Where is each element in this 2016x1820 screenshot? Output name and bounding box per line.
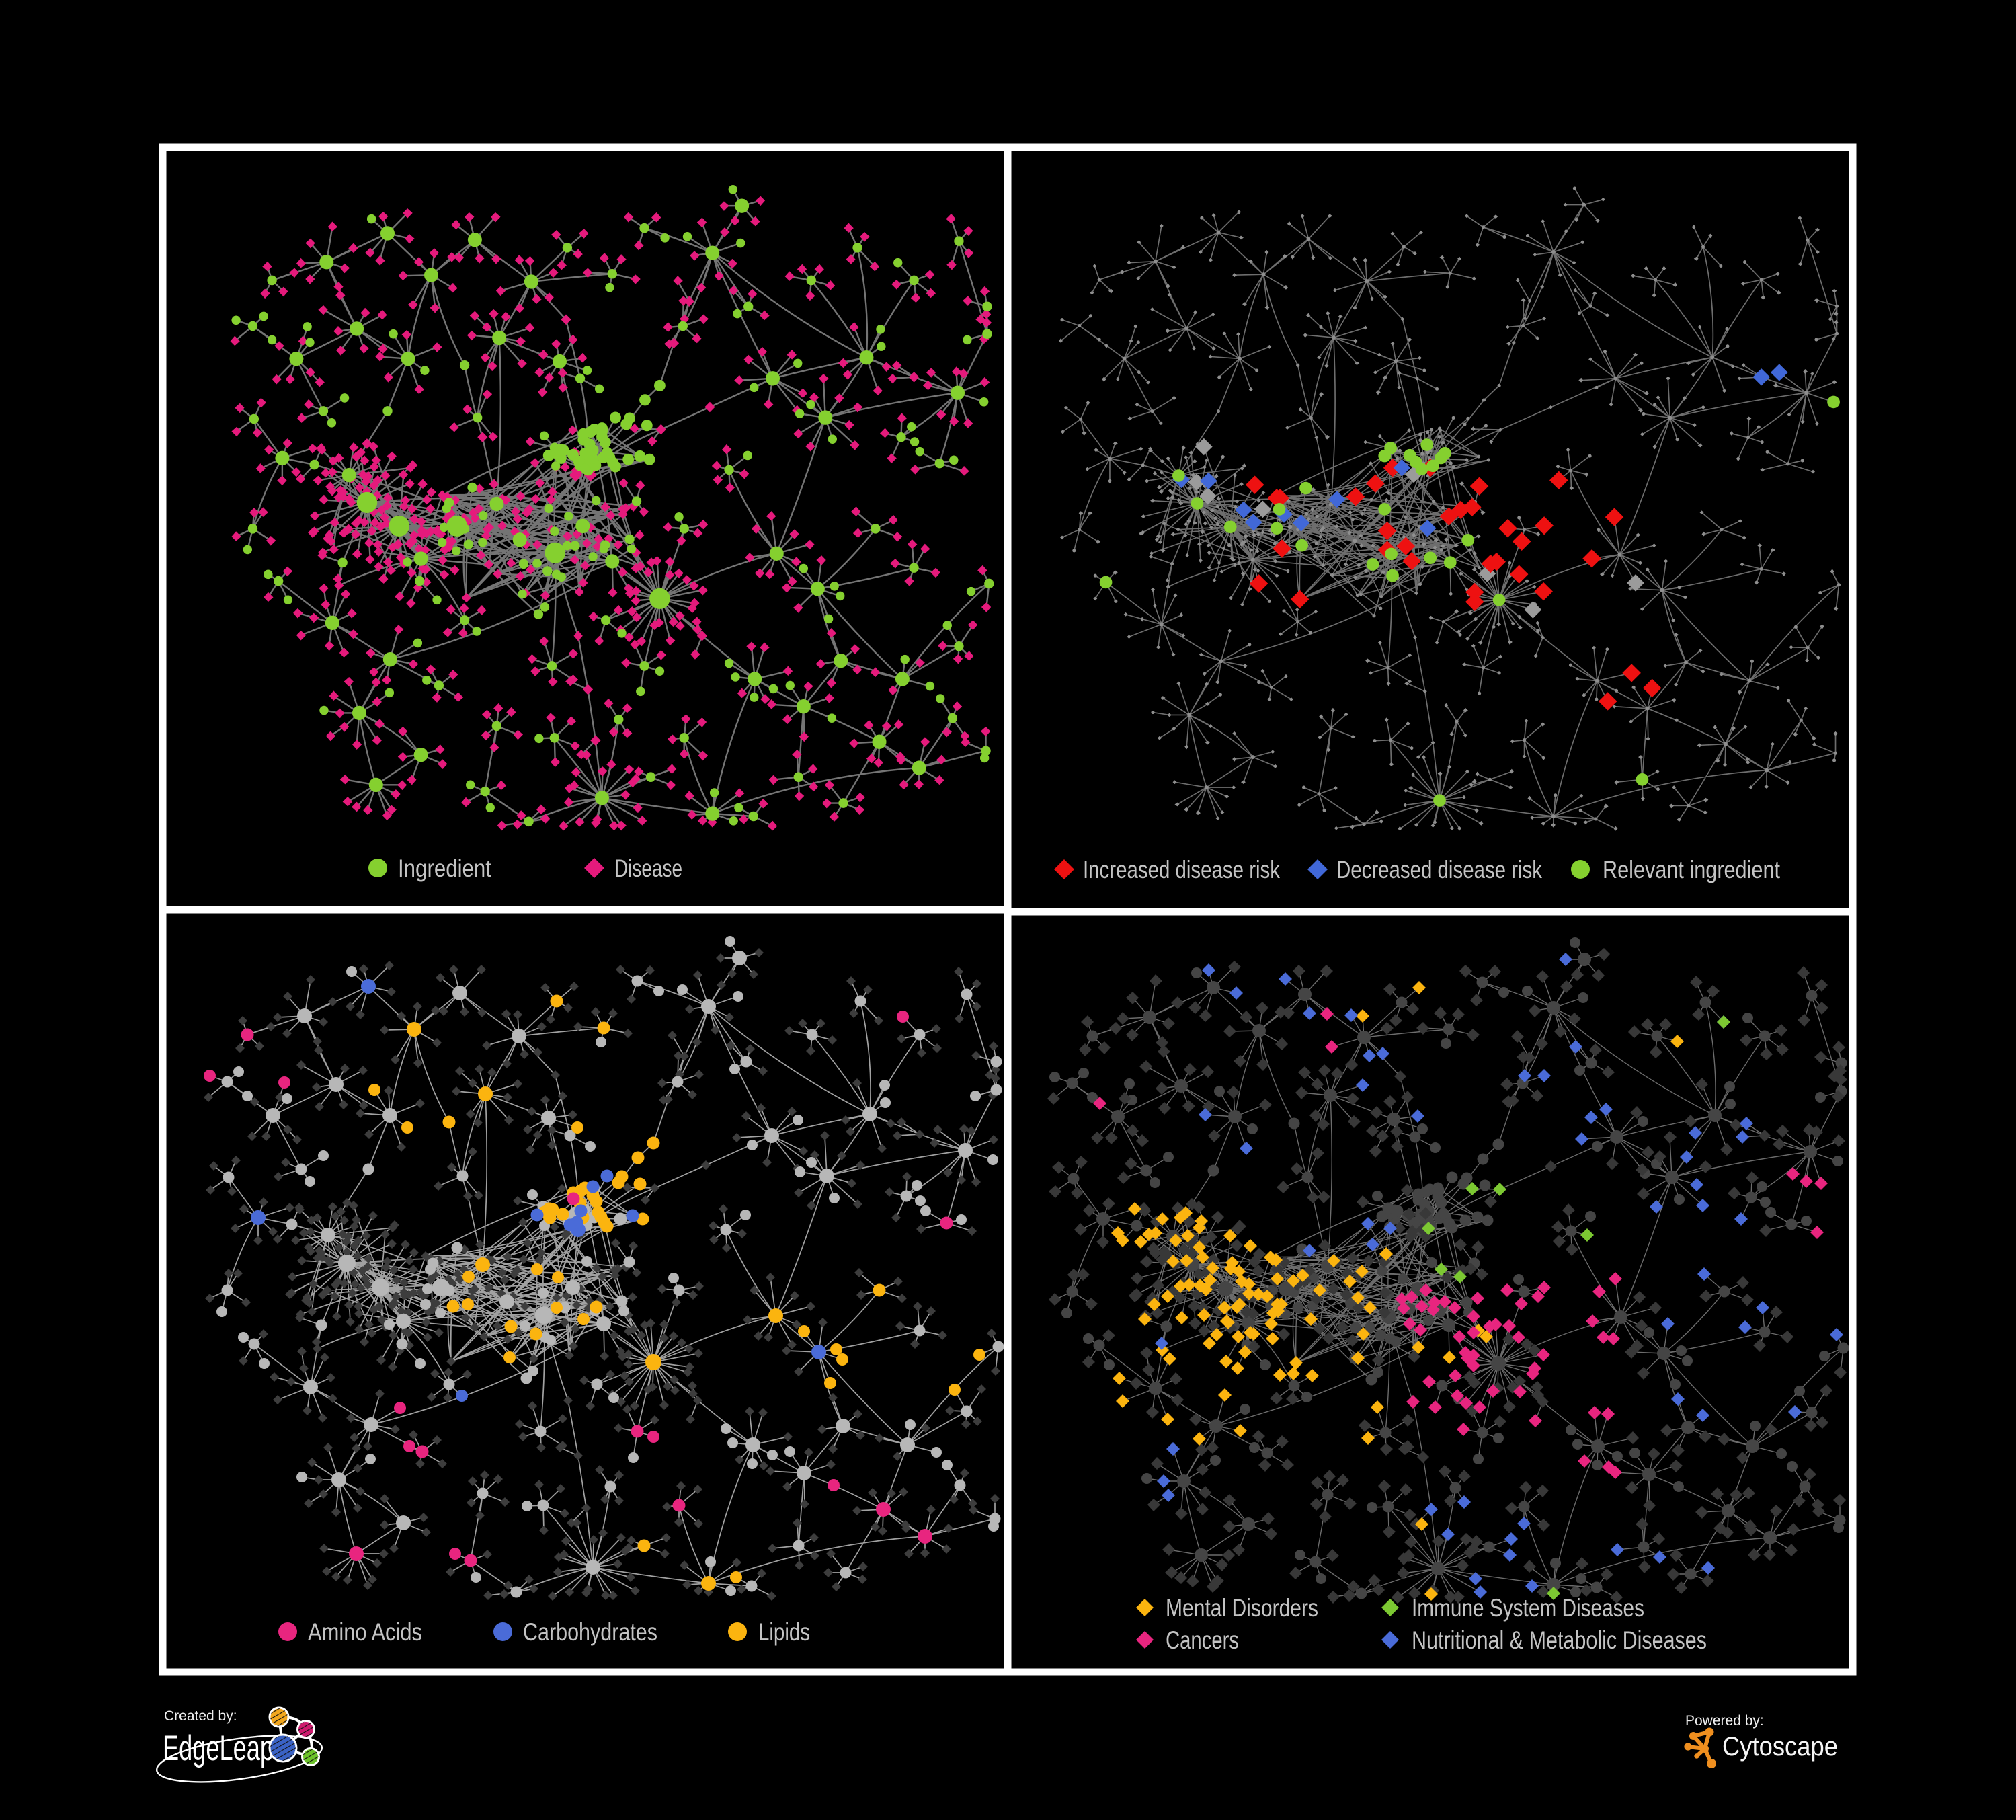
- svg-text:Cancers: Cancers: [1166, 1626, 1239, 1654]
- svg-text:Created by:: Created by:: [164, 1708, 237, 1724]
- svg-text:Decreased disease risk: Decreased disease risk: [1336, 856, 1542, 883]
- svg-text:Cytoscape: Cytoscape: [1722, 1732, 1838, 1762]
- svg-text:Amino Acids: Amino Acids: [308, 1618, 422, 1646]
- svg-text:Disease: Disease: [614, 855, 682, 882]
- svg-text:Mental Disorders: Mental Disorders: [1166, 1594, 1318, 1622]
- svg-text:Lipids: Lipids: [758, 1618, 810, 1646]
- svg-text:Carbohydrates: Carbohydrates: [523, 1618, 657, 1646]
- svg-text:Ingredient: Ingredient: [398, 855, 492, 882]
- svg-text:Powered by:: Powered by:: [1685, 1713, 1764, 1729]
- svg-text:EdgeLeap: EdgeLeap: [163, 1729, 274, 1768]
- svg-text:Nutritional & Metabolic Diseas: Nutritional & Metabolic Diseases: [1412, 1626, 1707, 1654]
- svg-text:Increased disease risk: Increased disease risk: [1083, 856, 1280, 883]
- svg-text:Relevant ingredient: Relevant ingredient: [1603, 856, 1781, 883]
- svg-text:Immune System Diseases: Immune System Diseases: [1412, 1594, 1644, 1622]
